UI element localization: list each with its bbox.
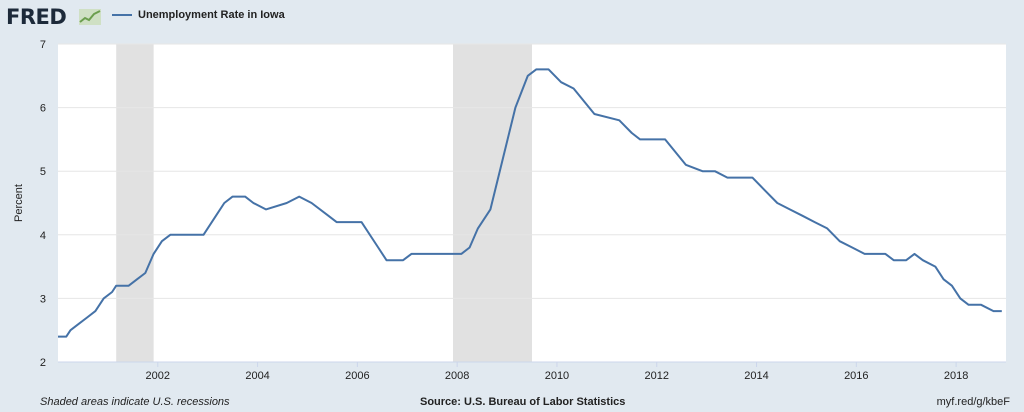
legend: Unemployment Rate in Iowa bbox=[112, 9, 285, 21]
y-tick-label: 6 bbox=[40, 103, 46, 115]
x-tick-label: 2004 bbox=[245, 370, 269, 382]
y-axis-label: Percent bbox=[13, 184, 25, 222]
recession-band bbox=[116, 44, 154, 362]
x-tick-label: 2012 bbox=[644, 370, 668, 382]
recession-note: Shaded areas indicate U.S. recessions bbox=[40, 396, 230, 408]
chart-footer: Shaded areas indicate U.S. recessions So… bbox=[0, 394, 1024, 412]
series-line bbox=[58, 68, 1002, 338]
y-tick-label: 7 bbox=[40, 39, 46, 51]
x-tick-label: 2010 bbox=[545, 370, 569, 382]
legend-label: Unemployment Rate in Iowa bbox=[138, 9, 285, 21]
fred-logo[interactable]: FRED bbox=[6, 5, 67, 29]
y-tick-label: 4 bbox=[40, 230, 46, 242]
x-tick-label: 2002 bbox=[146, 370, 170, 382]
x-tick-label: 2018 bbox=[944, 370, 968, 382]
short-url[interactable]: myf.red/g/kbeF bbox=[936, 396, 1010, 408]
line-chart: 2 3 4 5 6 7 2002 2004 2006 2008 2010 2012 2014 2016 20… bbox=[13, 39, 1006, 382]
x-tick-label: 2014 bbox=[744, 370, 768, 382]
legend-swatch bbox=[112, 14, 132, 16]
x-tick-label: 2008 bbox=[445, 370, 469, 382]
y-tick-label: 2 bbox=[40, 357, 46, 369]
x-tick-label: 2016 bbox=[844, 370, 868, 382]
chart-header: FRED Unemployment Rate in Iowa bbox=[0, 0, 1024, 34]
source-note: Source: U.S. Bureau of Labor Statistics bbox=[420, 396, 626, 408]
y-tick-label: 5 bbox=[40, 166, 46, 178]
x-tick-label: 2006 bbox=[345, 370, 369, 382]
y-tick-label: 3 bbox=[40, 293, 46, 305]
trend-line-icon bbox=[79, 9, 101, 25]
